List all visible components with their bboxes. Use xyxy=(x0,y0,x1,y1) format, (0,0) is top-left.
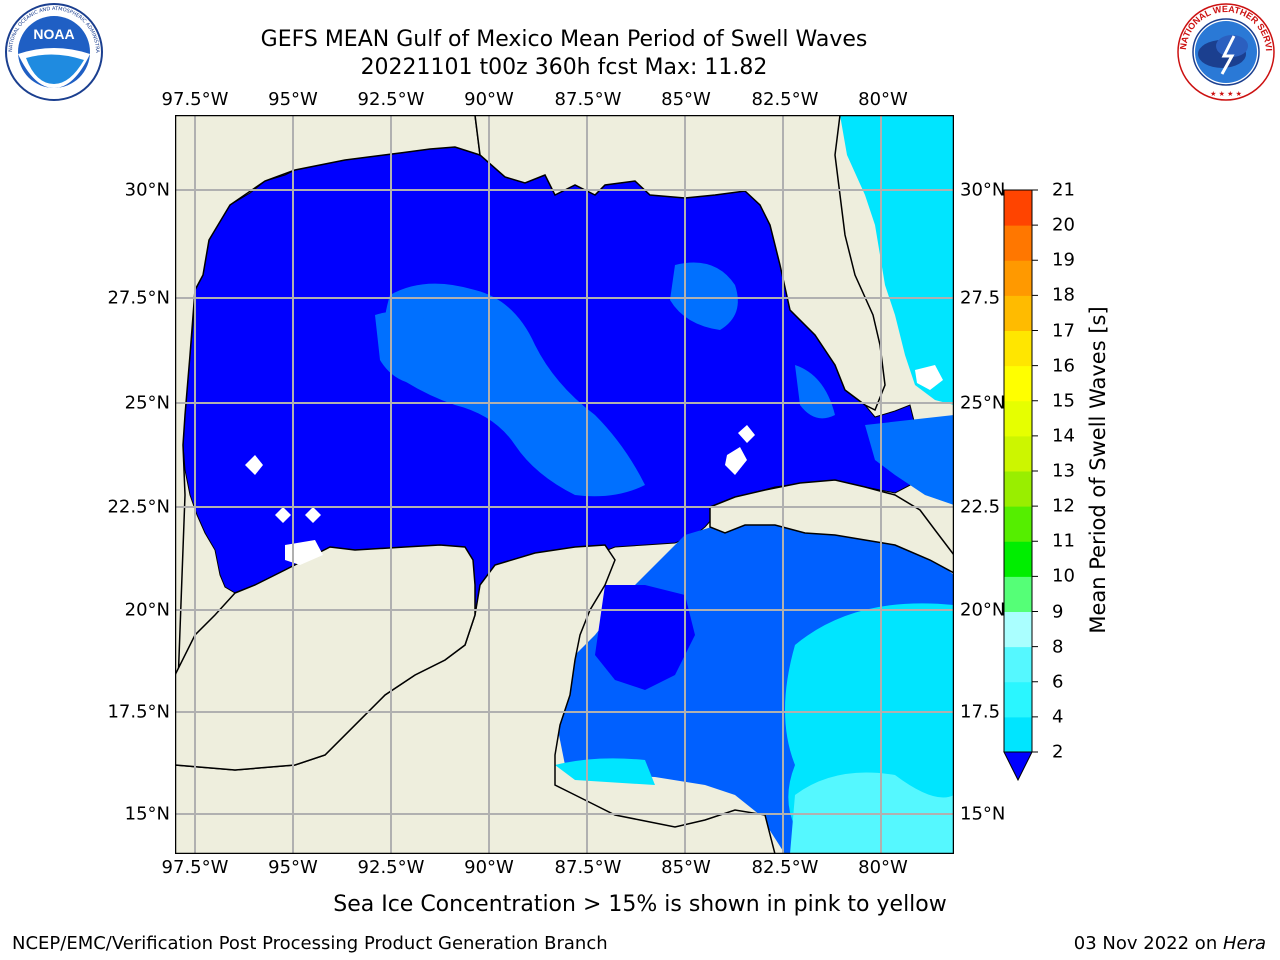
lon-tick-top: 82.5°W xyxy=(751,89,819,110)
colorbar-tick-label: 14 xyxy=(1052,425,1075,447)
lat-tick-right: 25°N xyxy=(960,392,1006,414)
footer-date: 03 Nov 2022 on Hera xyxy=(1074,933,1266,954)
lon-tick-bottom: 95°W xyxy=(268,857,318,878)
colorbar-bin xyxy=(1004,260,1032,296)
lon-tick-top: 87.5°W xyxy=(554,89,622,110)
lon-tick-bottom: 97.5°W xyxy=(161,857,229,878)
colorbar-tick-label: 18 xyxy=(1052,284,1075,306)
footer-date-text: 03 Nov 2022 on xyxy=(1073,933,1223,954)
colorbar-tick-label: 4 xyxy=(1052,706,1064,728)
lon-tick-bottom: 90°W xyxy=(464,857,514,878)
caribbean-deep-patch xyxy=(595,585,695,690)
colorbar-label: Mean Period of Swell Waves [s] xyxy=(1086,306,1110,634)
colorbar-tick-label: 16 xyxy=(1052,355,1075,377)
lon-tick-bottom: 87.5°W xyxy=(554,857,622,878)
lon-tick-bottom: 92.5°W xyxy=(357,857,425,878)
lat-tick-right: 27.5 xyxy=(960,287,1001,309)
colorbar-tick-label: 17 xyxy=(1052,320,1075,341)
noaa-logo: NOAA NATIONAL OCEANIC AND ATMOSPHERIC AD… xyxy=(4,2,103,101)
colorbar-bin xyxy=(1004,190,1032,226)
lat-tick-right: 20°N xyxy=(960,599,1006,621)
colorbar-bin xyxy=(1004,576,1032,612)
colorbar-bin xyxy=(1004,506,1032,542)
svg-text:★ ★ ★ ★: ★ ★ ★ ★ xyxy=(1210,90,1242,98)
lat-tick-right: 30°N xyxy=(960,179,1006,201)
sea-ice-note: Sea Ice Concentration > 15% is shown in … xyxy=(333,892,947,917)
honduras-cyan-patch xyxy=(555,758,655,785)
lat-tick-left: 17.5°N xyxy=(107,701,170,723)
colorbar-bin xyxy=(1004,716,1032,753)
footer-credit: NCEP/EMC/Verification Post Processing Pr… xyxy=(12,933,608,954)
lon-tick-top: 92.5°W xyxy=(357,89,425,110)
lat-tick-left: 25°N xyxy=(124,392,170,414)
map-frame xyxy=(175,115,954,854)
lon-tick-top: 95°W xyxy=(268,89,318,110)
colorbar-extend-arrow xyxy=(1003,751,1033,782)
colorbar-tick-label: 9 xyxy=(1052,601,1064,622)
mexico-south-land xyxy=(175,544,476,771)
colorbar-bin xyxy=(1004,435,1032,472)
colorbar xyxy=(1003,189,1038,782)
colorbar-bin xyxy=(1004,330,1032,367)
florida-straits-patch xyxy=(865,415,954,505)
colorbar-tick-label: 15 xyxy=(1052,390,1075,412)
nws-logo: NATIONAL WEATHER SERVICE ★ ★ ★ ★ xyxy=(1176,2,1275,101)
colorbar-bin xyxy=(1004,365,1032,402)
gulf-of-mexico-map xyxy=(175,115,954,854)
lat-tick-left: 30°N xyxy=(124,179,170,201)
lat-tick-left: 27.5°N xyxy=(107,287,170,309)
lon-tick-bottom: 85°W xyxy=(661,857,711,878)
colorbar-tick-label: 11 xyxy=(1052,530,1075,552)
colorbar-bin xyxy=(1004,646,1032,683)
lat-tick-right: 22.5 xyxy=(960,496,1001,518)
lat-tick-right: 17.5 xyxy=(960,701,1001,723)
lat-tick-right: 15°N xyxy=(960,803,1006,825)
lon-tick-bottom: 80°W xyxy=(858,857,908,878)
colorbar-tick-label: 8 xyxy=(1052,636,1064,658)
lon-tick-top: 97.5°W xyxy=(161,89,229,110)
lat-tick-left: 15°N xyxy=(124,803,170,825)
lat-tick-left: 20°N xyxy=(124,599,170,621)
colorbar-tick-label: 19 xyxy=(1052,249,1075,271)
colorbar-bin xyxy=(1004,295,1032,331)
map-graticule xyxy=(175,115,954,854)
map-subtitle: 20221101 t00z 360h fcst Max: 11.82 xyxy=(360,55,768,80)
colorbar-bin xyxy=(1004,471,1032,507)
missing-data-cells xyxy=(245,365,943,565)
mexico-land xyxy=(175,115,481,854)
colorbar-tick-label: 12 xyxy=(1052,495,1075,517)
lat-tick-left: 22.5°N xyxy=(107,496,170,518)
footer-machine: Hera xyxy=(1222,933,1266,954)
colorbar-tick-label: 2 xyxy=(1052,741,1064,763)
colorbar-tick-label: 13 xyxy=(1052,460,1075,482)
colorbar-bin xyxy=(1004,400,1032,437)
colorbar-tick-label: 20 xyxy=(1052,214,1075,236)
atlantic-swell-field xyxy=(840,115,954,405)
lon-tick-top: 85°W xyxy=(661,89,711,110)
cuba-land xyxy=(709,479,954,574)
colorbar-bin xyxy=(1004,681,1032,718)
map-title: GEFS MEAN Gulf of Mexico Mean Period of … xyxy=(260,27,868,52)
lon-tick-top: 80°W xyxy=(858,89,908,110)
colorbar-bin xyxy=(1004,225,1032,261)
lon-tick-bottom: 82.5°W xyxy=(751,857,819,878)
svg-text:NOAA: NOAA xyxy=(33,26,74,42)
lon-tick-top: 90°W xyxy=(464,89,514,110)
colorbar-bin xyxy=(1004,611,1032,648)
colorbar-tick-label: 10 xyxy=(1052,565,1075,587)
colorbar-tick-label: 6 xyxy=(1052,671,1064,693)
colorbar-bin xyxy=(1004,541,1032,577)
colorbar-tick-label: 21 xyxy=(1052,179,1075,201)
